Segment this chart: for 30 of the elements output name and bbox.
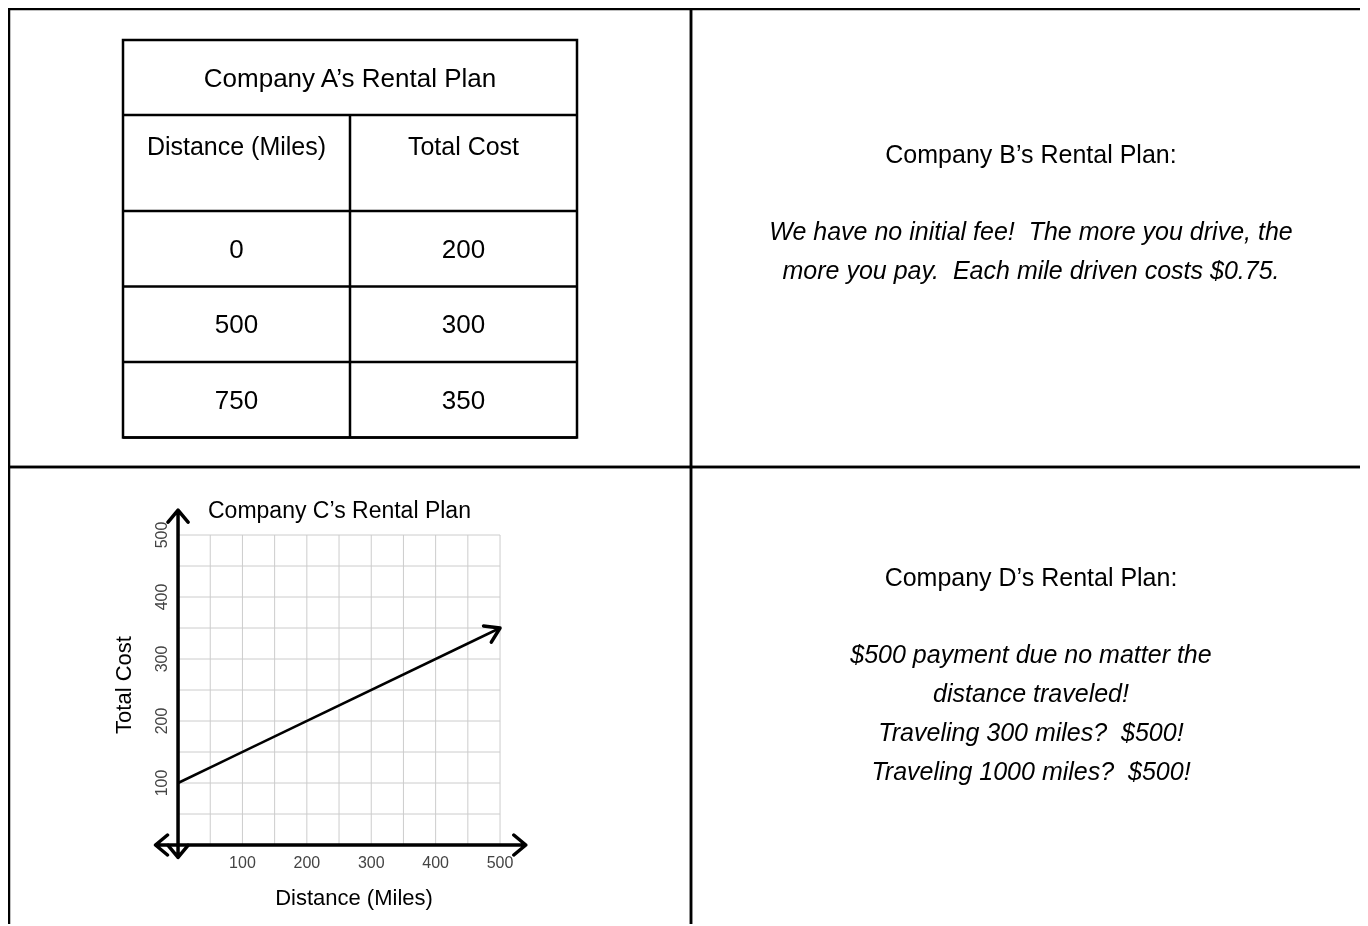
text: 350: [441, 384, 486, 415]
text: distance traveled!: [933, 679, 1130, 707]
chart-title: Company C’s Rental Plan: [208, 497, 471, 523]
y-tick-label: 200: [153, 707, 170, 735]
text: Traveling 300 miles? $500!: [878, 718, 1184, 746]
text: Company A’s Rental Plan: [203, 62, 497, 93]
x-tick-label: 300: [357, 854, 385, 871]
text: Traveling 1000 miles? $500!: [871, 757, 1191, 785]
x-axis-title: Distance (Miles): [275, 885, 433, 910]
x-tick-label: 400: [422, 854, 450, 871]
y-tick-label: 400: [153, 583, 170, 611]
text: 750: [214, 384, 259, 415]
y-axis-title: Total Cost: [111, 636, 136, 734]
y-tick-label: 100: [153, 769, 170, 797]
text: 0: [229, 233, 244, 264]
text: more you pay. Each mile driven costs $0.75.: [782, 256, 1280, 284]
text: Company D’s Rental Plan:: [884, 563, 1178, 591]
text: $500 payment due no matter the: [849, 640, 1212, 668]
x-tick-label: 200: [293, 854, 321, 871]
text: We have no initial fee! The more you drive, the: [769, 217, 1293, 245]
x-tick-label: 500: [486, 854, 514, 871]
y-tick-label: 500: [153, 521, 170, 549]
text: Company B’s Rental Plan:: [885, 140, 1177, 168]
category-label: Total Cost: [407, 132, 520, 160]
text: 200: [441, 233, 486, 264]
y-tick-label: 300: [153, 645, 170, 673]
category-label: Distance (Miles): [146, 132, 327, 160]
text: 300: [441, 309, 486, 340]
x-tick-label: 100: [229, 854, 256, 871]
text: 500: [214, 309, 259, 340]
